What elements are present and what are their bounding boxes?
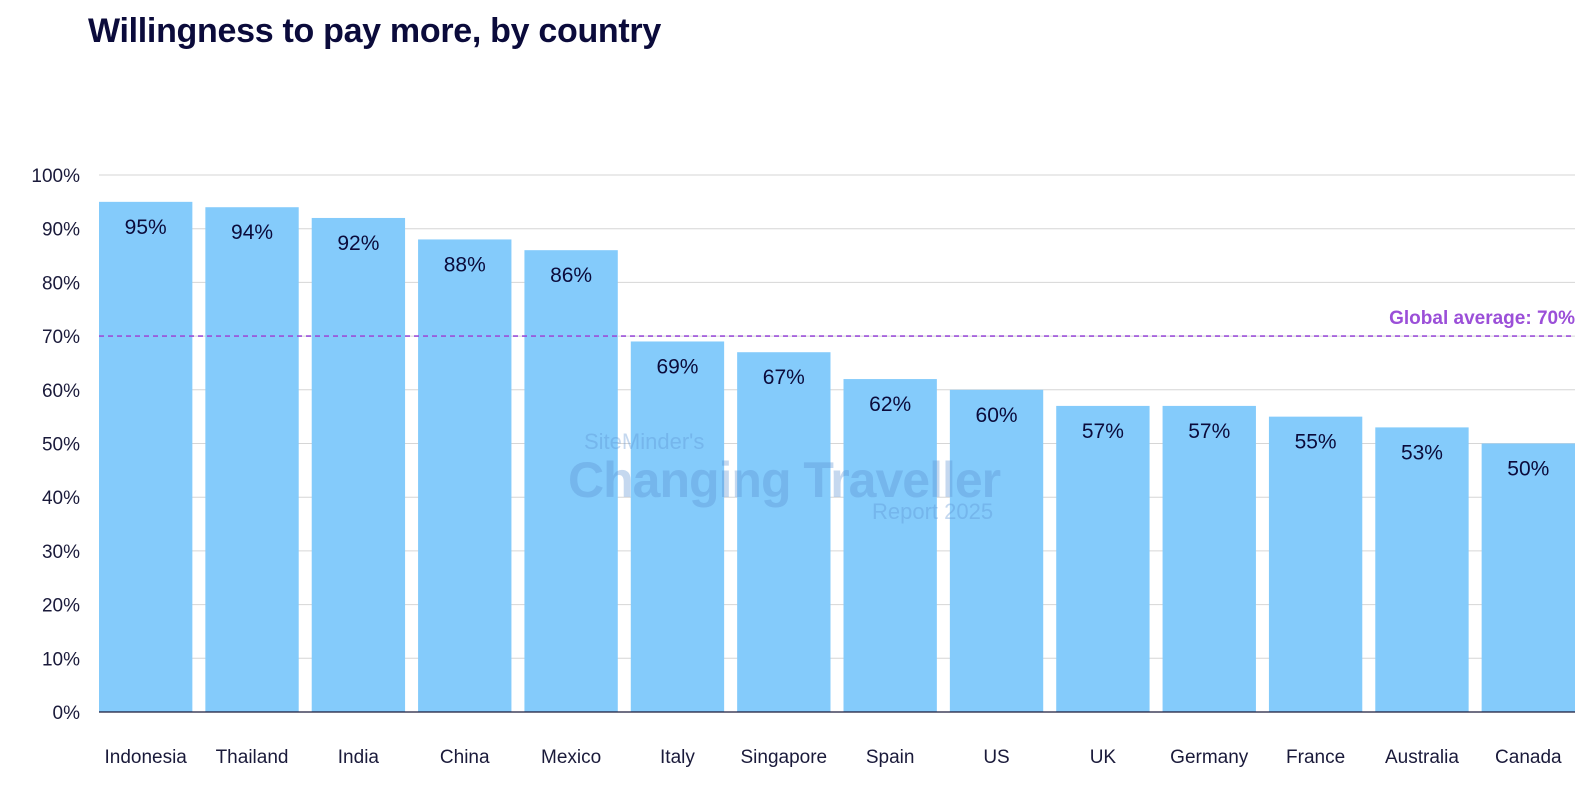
- bar-value-label: 57%: [1082, 420, 1124, 443]
- bar: [205, 207, 299, 712]
- bar: [737, 352, 831, 712]
- bar: [524, 250, 618, 712]
- bar: [949, 389, 1044, 712]
- bar: [99, 201, 193, 712]
- bar: [311, 217, 406, 712]
- bar: [1481, 443, 1575, 712]
- bar-value-label: 94%: [231, 221, 273, 244]
- bar: [418, 239, 512, 712]
- y-tick-label: 20%: [42, 596, 80, 617]
- y-tick-label: 0%: [53, 703, 81, 724]
- watermark-line-2: Changing Traveller: [568, 452, 1001, 508]
- bar-value-label: 88%: [444, 253, 486, 276]
- x-category-label: France: [1286, 747, 1345, 768]
- bar-value-label: 57%: [1188, 420, 1230, 443]
- x-category-label: India: [338, 747, 380, 768]
- bar-value-label: 50%: [1507, 458, 1549, 481]
- y-tick-label: 90%: [42, 220, 80, 241]
- y-tick-label: 50%: [42, 435, 80, 456]
- chart-title: Willingness to pay more, by country: [88, 12, 661, 50]
- bar: [1056, 405, 1150, 712]
- y-tick-label: 10%: [42, 649, 80, 670]
- y-tick-label: 40%: [42, 488, 80, 509]
- bar: [1375, 427, 1469, 712]
- reference-line-group: Global average: 70%: [99, 308, 1575, 337]
- watermark-line-1: SiteMinder's: [584, 429, 704, 454]
- x-category-label: Mexico: [541, 747, 601, 768]
- x-category-label: Thailand: [216, 747, 289, 768]
- x-category-label: Germany: [1170, 747, 1249, 768]
- x-category-label: US: [983, 747, 1009, 768]
- bars: 95% 94% 92% 88% 86% 69% 67% 62% 60% 57% 57% 55% 53% 5…: [99, 201, 1575, 712]
- bar-value-label: 67%: [763, 366, 805, 389]
- bar-value-label: 60%: [976, 404, 1018, 427]
- x-category-label: Australia: [1385, 747, 1459, 768]
- x-category-label: Italy: [660, 747, 695, 768]
- bar-value-label: 92%: [337, 232, 379, 255]
- y-tick-label: 30%: [42, 542, 80, 563]
- bar-value-label: 69%: [656, 355, 698, 378]
- bar: [630, 341, 725, 712]
- y-tick-label: 70%: [42, 327, 80, 348]
- watermark: SiteMinder's Changing Traveller Report 2…: [568, 429, 1002, 524]
- bar: [1162, 405, 1256, 712]
- x-category-label: China: [440, 747, 490, 768]
- x-category-label: UK: [1090, 747, 1117, 768]
- bar-value-label: 53%: [1401, 441, 1443, 464]
- axes: Indonesia Thailand India China Mexico Italy Si…: [99, 711, 1575, 768]
- y-tick-label: 100%: [31, 166, 80, 187]
- x-category-label: Singapore: [741, 747, 828, 768]
- x-category-label: Indonesia: [104, 747, 187, 768]
- x-category-label: Spain: [866, 747, 915, 768]
- global-average-label: Global average: 70%: [1389, 308, 1575, 329]
- bar-value-label: 86%: [550, 264, 592, 287]
- bar: [1268, 416, 1363, 712]
- bar-value-label: 62%: [869, 393, 911, 416]
- bar-value-label: 95%: [125, 216, 167, 239]
- watermark-line-3: Report 2025: [872, 499, 993, 524]
- bar-value-label: 55%: [1295, 431, 1337, 454]
- x-category-label: Canada: [1495, 747, 1562, 768]
- y-tick-label: 60%: [42, 381, 80, 402]
- y-tick-label: 80%: [42, 273, 80, 294]
- bar: [843, 379, 937, 712]
